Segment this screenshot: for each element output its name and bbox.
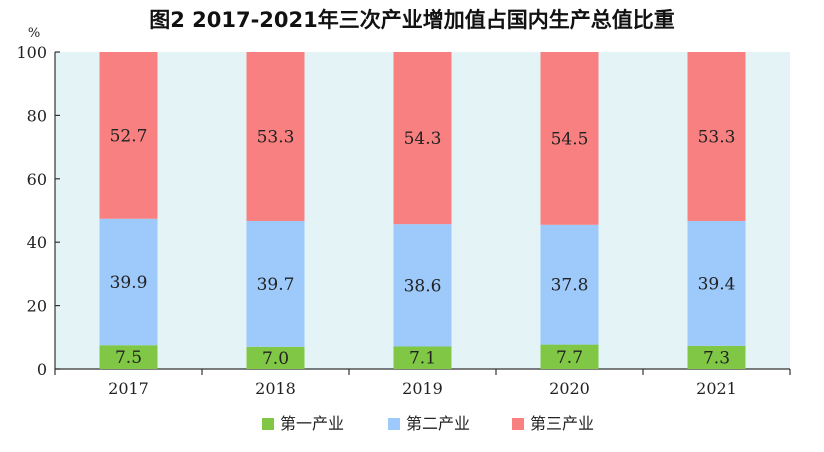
x-tick-label-2021: 2021 — [696, 379, 737, 398]
y-axis-unit-label: % — [28, 26, 40, 41]
bar-2019-series-2 — [393, 224, 452, 347]
data-label-2019-series-1: 7.1 — [409, 349, 436, 369]
x-tick-label-2020: 2020 — [549, 379, 590, 398]
x-tick-label-2017: 2017 — [108, 379, 149, 398]
bar-2019-series-3 — [393, 52, 452, 225]
data-label-2018-series-1: 7.0 — [262, 349, 289, 369]
data-label-2019-series-2: 38.6 — [404, 276, 442, 296]
x-tick-label-2018: 2018 — [255, 379, 296, 398]
data-label-2018-series-3: 53.3 — [257, 127, 295, 147]
legend-swatch-series-2 — [388, 418, 400, 430]
bar-2018-series-1 — [246, 346, 305, 369]
bar-2020-series-3 — [540, 52, 599, 225]
bar-2021-series-3 — [687, 52, 746, 221]
legend-label-series-2: 第二产业 — [406, 414, 470, 433]
data-label-2020-series-1: 7.7 — [556, 348, 583, 368]
y-tick-label-0: 0 — [37, 360, 47, 379]
y-tick-label-60: 60 — [27, 170, 47, 189]
y-tick-label-80: 80 — [27, 106, 47, 125]
legend-swatch-series-3 — [512, 418, 524, 430]
data-label-2017-series-1: 7.5 — [115, 348, 142, 368]
bar-2017-series-2 — [99, 218, 158, 346]
bar-2018-series-3 — [246, 52, 305, 221]
y-tick-label-40: 40 — [27, 233, 47, 252]
bar-2018-series-2 — [246, 220, 305, 347]
chart-title: 图2 2017-2021年三次产业增加值占国内生产总值比重 — [149, 8, 675, 32]
data-label-2018-series-2: 39.7 — [257, 275, 295, 295]
data-label-2020-series-2: 37.8 — [551, 276, 589, 296]
bar-2017-series-1 — [99, 345, 158, 369]
y-tick-label-20: 20 — [27, 297, 47, 316]
legend-label-series-1: 第一产业 — [280, 414, 344, 433]
bar-2021-series-2 — [687, 220, 746, 346]
data-label-2020-series-3: 54.5 — [551, 129, 589, 149]
data-label-2019-series-3: 54.3 — [404, 129, 442, 149]
bar-2020-series-1 — [540, 344, 599, 369]
bar-2021-series-1 — [687, 345, 746, 369]
bar-2020-series-2 — [540, 224, 599, 345]
y-tick-label-100: 100 — [16, 43, 47, 62]
data-label-2017-series-3: 52.7 — [110, 126, 148, 146]
data-label-2021-series-2: 39.4 — [698, 274, 736, 294]
legend-swatch-series-1 — [262, 418, 274, 430]
bar-2017-series-3 — [99, 52, 158, 219]
x-tick-label-2019: 2019 — [402, 379, 443, 398]
bar-2019-series-1 — [393, 346, 452, 369]
data-label-2021-series-3: 53.3 — [698, 127, 736, 147]
data-label-2021-series-1: 7.3 — [703, 348, 730, 368]
data-label-2017-series-2: 39.9 — [110, 273, 148, 293]
legend-label-series-3: 第三产业 — [530, 414, 594, 433]
